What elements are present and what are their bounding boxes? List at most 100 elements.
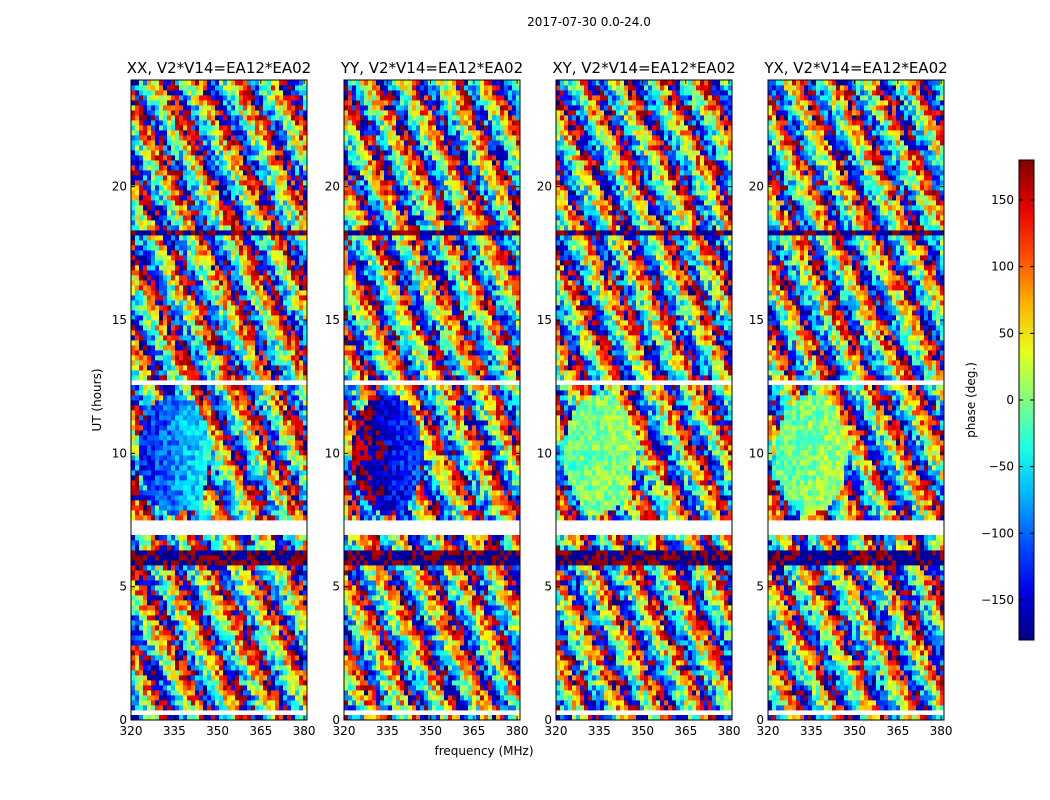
phase-cell xyxy=(159,630,164,636)
phase-cell xyxy=(151,670,156,676)
phase-cell xyxy=(239,455,244,461)
phase-cell xyxy=(171,505,176,511)
phase-cell xyxy=(283,240,288,246)
phase-cell xyxy=(283,415,288,421)
phase-cell xyxy=(251,370,256,376)
phase-cell xyxy=(299,270,304,276)
phase-cell xyxy=(239,460,244,466)
phase-cell xyxy=(251,260,256,266)
phase-cell xyxy=(251,310,256,316)
phase-cell xyxy=(211,430,216,436)
phase-cell xyxy=(135,615,140,621)
phase-cell xyxy=(279,365,284,371)
phase-cell xyxy=(227,215,232,221)
phase-cell xyxy=(159,280,164,286)
phase-cell xyxy=(163,515,168,521)
phase-cell xyxy=(215,435,220,441)
phase-cell xyxy=(259,335,264,341)
phase-cell xyxy=(283,705,288,711)
phase-cell xyxy=(135,320,140,326)
phase-cell xyxy=(299,690,304,696)
phase-cell xyxy=(215,535,220,541)
phase-cell xyxy=(203,435,208,441)
phase-cell xyxy=(211,405,216,411)
phase-cell xyxy=(171,625,176,631)
phase-cell xyxy=(271,580,276,586)
phase-cell xyxy=(247,510,252,516)
phase-cell xyxy=(195,480,200,486)
phase-cell xyxy=(179,255,184,261)
phase-cell xyxy=(227,545,232,551)
phase-cell xyxy=(151,150,156,156)
phase-cell xyxy=(291,540,296,546)
phase-cell xyxy=(199,245,204,251)
phase-cell xyxy=(259,220,264,226)
phase-cell xyxy=(175,245,180,251)
phase-cell xyxy=(219,585,224,591)
phase-cell xyxy=(263,165,268,171)
phase-cell xyxy=(175,365,180,371)
phase-cell xyxy=(283,665,288,671)
phase-cell xyxy=(199,470,204,476)
phase-cell xyxy=(195,255,200,261)
phase-cell xyxy=(259,535,264,541)
phase-cell xyxy=(139,700,144,706)
phase-cell xyxy=(223,285,228,291)
phase-cell xyxy=(159,420,164,426)
phase-cell xyxy=(195,555,200,561)
phase-cell xyxy=(267,405,272,411)
phase-cell xyxy=(247,650,252,656)
phase-cell xyxy=(259,140,264,146)
phase-cell xyxy=(139,285,144,291)
phase-cell xyxy=(195,435,200,441)
phase-cell xyxy=(147,475,152,481)
phase-cell xyxy=(299,645,304,651)
phase-cell xyxy=(199,625,204,631)
phase-cell xyxy=(247,600,252,606)
phase-cell xyxy=(183,330,188,336)
phase-cell xyxy=(175,335,180,341)
phase-cell xyxy=(219,545,224,551)
phase-cell xyxy=(219,205,224,211)
phase-cell xyxy=(191,340,196,346)
phase-cell xyxy=(203,220,208,226)
phase-cell xyxy=(255,555,260,561)
phase-cell xyxy=(211,130,216,136)
phase-cell xyxy=(167,515,172,521)
phase-cell xyxy=(195,140,200,146)
phase-cell xyxy=(131,685,136,691)
phase-cell xyxy=(191,330,196,336)
phase-cell xyxy=(147,290,152,296)
phase-cell xyxy=(143,435,148,441)
phase-cell xyxy=(187,280,192,286)
phase-cell xyxy=(263,230,268,236)
phase-cell xyxy=(183,215,188,221)
phase-cell xyxy=(231,465,236,471)
phase-cell xyxy=(131,285,136,291)
phase-cell xyxy=(219,645,224,651)
phase-cell xyxy=(275,150,280,156)
phase-cell xyxy=(151,635,156,641)
phase-cell xyxy=(163,480,168,486)
phase-cell xyxy=(167,465,172,471)
phase-cell xyxy=(215,455,220,461)
phase-cell xyxy=(183,415,188,421)
phase-cell xyxy=(131,545,136,551)
phase-cell xyxy=(215,510,220,516)
phase-cell xyxy=(167,690,172,696)
phase-cell xyxy=(195,630,200,636)
phase-cell xyxy=(159,575,164,581)
phase-cell xyxy=(243,645,248,651)
phase-cell xyxy=(223,175,228,181)
phase-cell xyxy=(303,395,307,401)
phase-cell xyxy=(195,570,200,576)
phase-cell xyxy=(299,420,304,426)
phase-cell xyxy=(163,350,168,356)
phase-cell xyxy=(231,580,236,586)
phase-cell xyxy=(195,260,200,266)
phase-cell xyxy=(207,345,212,351)
phase-cell xyxy=(167,280,172,286)
phase-cell xyxy=(143,715,148,720)
phase-cell xyxy=(291,690,296,696)
phase-cell xyxy=(279,300,284,306)
